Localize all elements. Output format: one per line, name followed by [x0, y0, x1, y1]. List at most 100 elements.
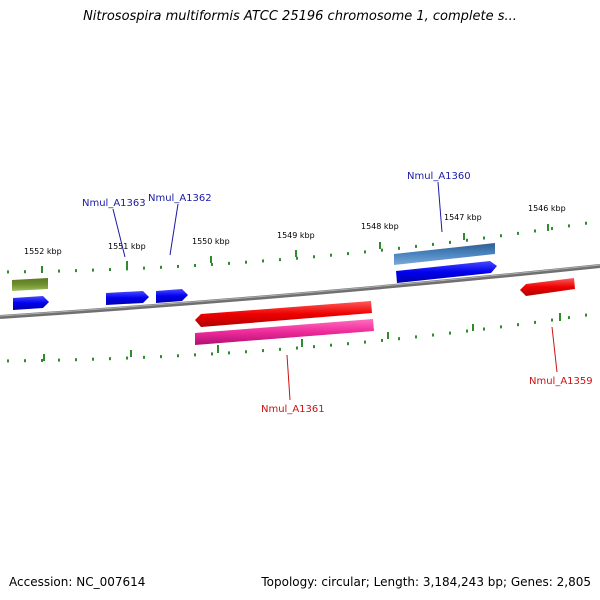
scale-dot [466, 238, 468, 242]
gene-arrow[interactable] [396, 261, 497, 283]
scale-dot [58, 358, 60, 362]
scale-dot [466, 329, 468, 333]
scale-dot [568, 316, 570, 320]
scale-dot [228, 351, 230, 355]
scale-dot [245, 260, 247, 264]
scale-label-1549: 1549 kbp [277, 231, 315, 240]
gene-arrow[interactable] [106, 291, 149, 305]
scale-dot [381, 248, 383, 252]
gene-label-nmul-a1362[interactable]: Nmul_A1362 [148, 193, 212, 204]
scale-dot [585, 313, 587, 317]
lower-scale [7, 313, 587, 363]
upper-scale: 1552 kbp 1551 kbp 1550 kbp 1549 kbp 1548… [7, 204, 587, 274]
scale-dot [228, 261, 230, 265]
scale-dot [279, 347, 281, 351]
scale-dot [194, 353, 196, 357]
scale-dot [432, 242, 434, 246]
scale-label-1547: 1547 kbp [444, 213, 482, 222]
scale-label-1551: 1551 kbp [108, 242, 146, 251]
topology-summary: Topology: circular; Length: 3,184,243 bp… [261, 575, 591, 589]
gene-label-nmul-a1360[interactable]: Nmul_A1360 [407, 171, 471, 182]
scale-dot [211, 352, 213, 356]
scale-dot [262, 349, 264, 353]
chromosome-backbone [0, 264, 600, 319]
scale-dot [194, 263, 196, 267]
scale-dot [109, 268, 111, 272]
gene-arrow[interactable] [520, 278, 575, 296]
gene-arrow[interactable] [156, 289, 188, 303]
scale-dot [364, 340, 366, 344]
scale-dot [75, 358, 77, 362]
label-leaders [112, 181, 558, 401]
map-title: Nitrosospira multiformis ATCC 25196 chro… [83, 9, 517, 24]
scale-dot [262, 259, 264, 263]
scale-dot [551, 318, 553, 322]
scale-dot [143, 355, 145, 359]
scale-dot [347, 252, 349, 256]
leader-line [169, 203, 179, 256]
leader-line [551, 326, 558, 373]
scale-dot [347, 342, 349, 346]
scale-dot [296, 256, 298, 260]
scale-dot [92, 357, 94, 361]
scale-dot [330, 253, 332, 257]
scale-label-1546: 1546 kbp [528, 204, 566, 213]
upper-scale-dots [7, 221, 587, 274]
scale-dot [432, 333, 434, 337]
scale-dot [7, 359, 9, 363]
scale-dot [92, 268, 94, 272]
scale-dot [449, 240, 451, 244]
scale-dot [313, 255, 315, 259]
scale-dot [517, 323, 519, 327]
scale-dot [415, 335, 417, 339]
scale-dot [160, 265, 162, 269]
scale-dot [279, 258, 281, 262]
gene-label-nmul-a1359[interactable]: Nmul_A1359 [529, 376, 593, 387]
scale-dot [500, 325, 502, 329]
reverse-genes [195, 278, 575, 345]
lower-scale-dots [7, 313, 587, 363]
scale-dot [500, 234, 502, 238]
leader-line [286, 354, 291, 401]
scale-dot [177, 354, 179, 358]
gene-label-nmul-a1363[interactable]: Nmul_A1363 [82, 198, 146, 209]
scale-dot [517, 231, 519, 235]
leader-line [437, 181, 443, 233]
scale-label-1552: 1552 kbp [24, 247, 62, 256]
scale-dot [483, 236, 485, 240]
scale-dot [551, 226, 553, 230]
forward-genes [12, 243, 497, 310]
scale-dot [126, 356, 128, 360]
scale-dot [160, 355, 162, 359]
scale-dot [296, 346, 298, 350]
scale-dot [41, 358, 43, 362]
gene-arrow[interactable] [13, 296, 49, 310]
gene-arrow[interactable] [195, 301, 372, 327]
scale-label-1548: 1548 kbp [361, 222, 399, 231]
scale-dot [143, 266, 145, 270]
gene-arrow[interactable] [195, 319, 374, 345]
gene-arrow[interactable] [12, 278, 48, 291]
scale-dot [568, 224, 570, 228]
gene-arrow[interactable] [394, 243, 495, 265]
scale-dot [330, 343, 332, 347]
scale-dot [313, 345, 315, 349]
scale-dot [364, 250, 366, 254]
scale-dot [483, 327, 485, 331]
accession-text: Accession: NC_007614 [9, 575, 146, 589]
scale-dot [75, 269, 77, 273]
scale-dot [585, 221, 587, 225]
scale-dot [211, 262, 213, 266]
leader-line [112, 208, 126, 258]
scale-dot [534, 229, 536, 233]
scale-dot [398, 246, 400, 250]
scale-dot [177, 264, 179, 268]
scale-dot [534, 320, 536, 324]
scale-dot [415, 244, 417, 248]
scale-dot [7, 270, 9, 274]
scale-dot [449, 331, 451, 335]
gene-label-nmul-a1361[interactable]: Nmul_A1361 [261, 404, 325, 415]
scale-dot [381, 338, 383, 342]
scale-dot [245, 350, 247, 354]
